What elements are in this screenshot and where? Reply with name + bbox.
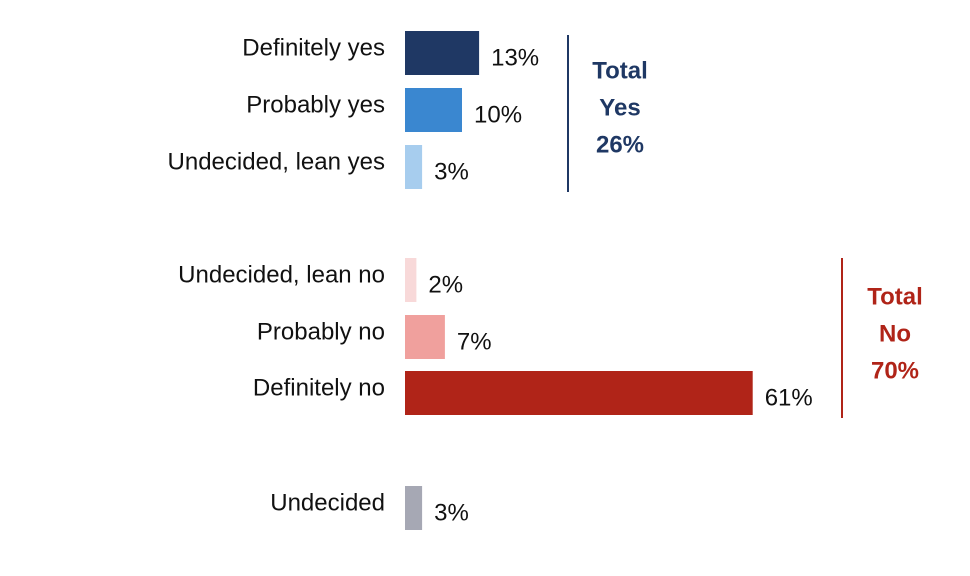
category-label: Probably no [257,318,385,345]
total-annotation: Yes [599,94,640,121]
total-annotation: No [879,320,911,347]
category-label: Definitely no [253,374,385,401]
total-annotation: Total [592,57,648,84]
bar [405,145,423,189]
value-label: 7% [457,328,492,355]
category-label: Undecided, lean no [178,261,385,288]
category-label: Definitely yes [242,34,385,61]
bar [405,31,480,75]
value-label: 3% [434,499,469,526]
category-label: Probably yes [246,91,385,118]
category-label: Undecided, lean yes [168,148,385,175]
value-label: 61% [765,384,813,411]
category-label: Undecided [270,489,385,516]
bar [405,315,445,359]
bar [405,88,462,132]
value-label: 2% [428,271,463,298]
bar [405,258,417,302]
total-annotation: Total [867,283,923,310]
bar [405,371,753,415]
value-label: 10% [474,101,522,128]
value-label: 3% [434,158,469,185]
bar [405,486,423,530]
value-label: 13% [491,44,539,71]
total-annotation: 26% [596,131,644,158]
total-annotation: 70% [871,357,919,384]
